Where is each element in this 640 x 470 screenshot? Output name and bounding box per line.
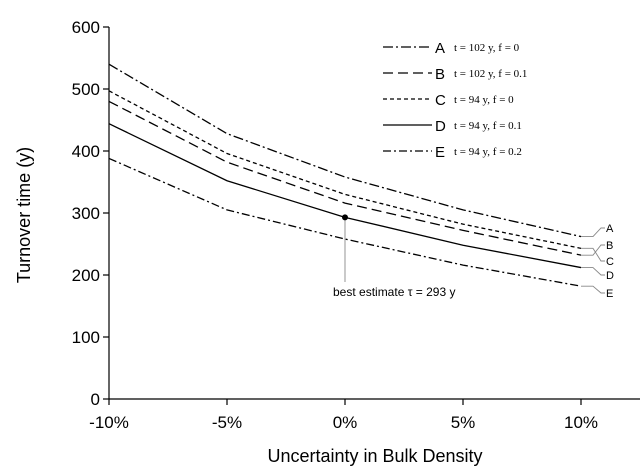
series-line-b [108, 100, 582, 256]
legend-letter-d: D [435, 118, 446, 135]
x-axis-ticks: -10% -5% 0% 5% 10% [89, 399, 598, 432]
y-tick-label: 600 [72, 18, 100, 37]
series-line-c [108, 90, 582, 249]
legend-desc-d: t = 94 y, f = 0.1 [454, 120, 522, 132]
y-tick-label: 500 [72, 80, 100, 99]
end-label-leader [581, 247, 605, 262]
x-tick-label: -10% [89, 413, 129, 432]
x-tick-label: 10% [564, 413, 598, 432]
annotation: best estimate τ = 293 y [333, 214, 455, 299]
end-label-a: A [606, 223, 614, 235]
y-tick-label: 0 [91, 390, 100, 409]
end-label-d: D [606, 270, 614, 282]
legend-desc-e: t = 94 y, f = 0.2 [454, 146, 522, 158]
legend-letter-e: E [435, 144, 445, 161]
annotation-label: best estimate τ = 293 y [333, 285, 455, 299]
end-label-c: C [606, 256, 614, 268]
axes [108, 27, 640, 400]
best-estimate-point [342, 214, 348, 221]
series-line-e [108, 157, 582, 287]
end-label-leader [581, 285, 605, 294]
end-label-e: E [606, 288, 613, 300]
x-axis-title: Uncertainty in Bulk Density [267, 446, 482, 466]
series-line-a [108, 63, 582, 238]
y-axis-title: Turnover time (y) [14, 147, 34, 283]
legend-desc-b: t = 102 y, f = 0.1 [454, 68, 527, 80]
legend-letter-c: C [435, 92, 446, 109]
y-axis-ticks: 0 100 200 300 400 500 600 [72, 18, 109, 409]
end-label-leader [581, 244, 605, 256]
end-label-leader [581, 227, 605, 238]
y-tick-label: 300 [72, 204, 100, 223]
end-label-b: B [606, 240, 613, 252]
y-tick-label: 400 [72, 142, 100, 161]
y-tick-label: 200 [72, 266, 100, 285]
x-tick-label: 0% [333, 413, 358, 432]
x-tick-label: 5% [451, 413, 476, 432]
end-label-leader [581, 267, 605, 276]
legend-desc-a: t = 102 y, f = 0 [454, 42, 520, 54]
legend-letter-b: B [435, 66, 445, 83]
x-tick-label: -5% [212, 413, 242, 432]
y-tick-label: 100 [72, 328, 100, 347]
legend-desc-c: t = 94 y, f = 0 [454, 94, 514, 106]
legend-letter-a: A [435, 40, 445, 57]
